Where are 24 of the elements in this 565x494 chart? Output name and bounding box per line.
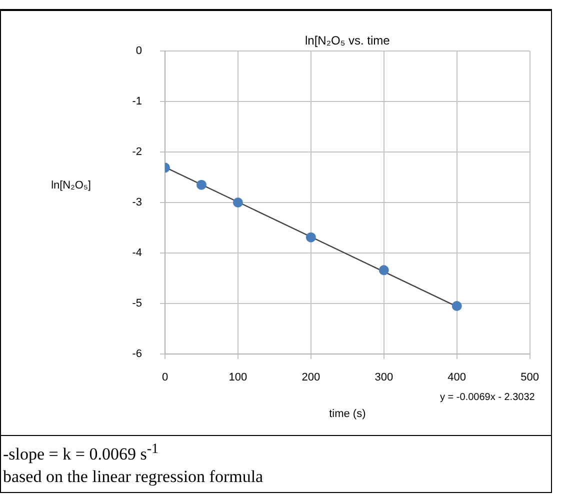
x-tick-label: 400: [448, 372, 466, 384]
chart-title: ln[N₂O₅ vs. time: [304, 33, 390, 48]
y-tick-label: -5: [132, 298, 142, 310]
text: -slope = k = 0.0069 s$^{-1}$: [3, 440, 160, 466]
x-tick-label: 500: [520, 372, 540, 384]
point: [378, 265, 389, 276]
x-tick-label: 200: [302, 372, 320, 384]
y-tick-label: -1: [132, 96, 142, 108]
point: [196, 180, 206, 190]
x-tick-label: 100: [228, 372, 248, 384]
y-tick-label: 0: [136, 45, 142, 58]
x-axis-title: time (s): [329, 408, 366, 420]
y-tick-label: -3: [132, 196, 142, 209]
point: [306, 232, 316, 242]
y-tick-label: -6: [132, 348, 142, 360]
y-tick-label: -2: [132, 146, 142, 158]
y-axis-title: ln[N₂O₅]: [51, 180, 91, 192]
y-tick-label: -4: [132, 247, 142, 260]
point: [232, 198, 243, 208]
point: [452, 301, 462, 312]
text: y = -0.0069x - 2.3032: [440, 392, 536, 403]
text: based on the linear regression formula: [3, 466, 264, 488]
x-tick-label: 300: [374, 372, 394, 384]
x-tick-label: 0: [162, 372, 168, 384]
